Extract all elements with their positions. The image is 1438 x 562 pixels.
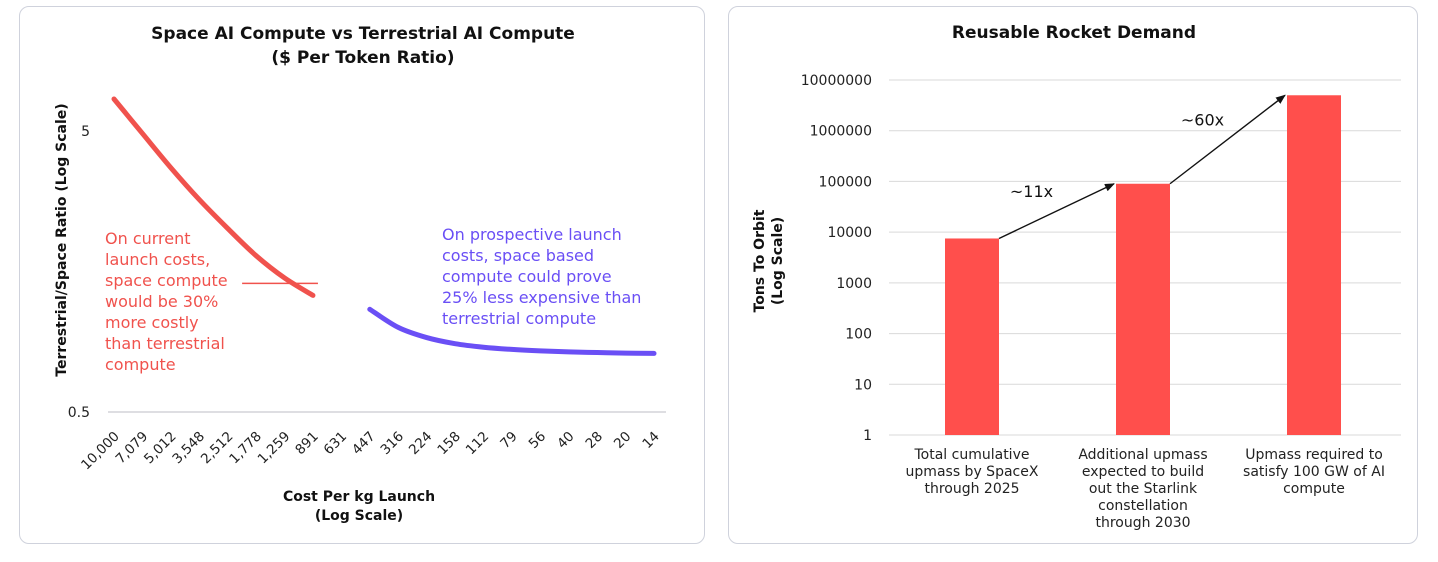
- left-chart-panel: Space AI Compute vs Terrestrial AI Compu…: [19, 6, 705, 544]
- y-tick-label: 5: [81, 124, 90, 140]
- multiplier-label: ~11x: [1010, 182, 1053, 201]
- y-tick-label: 100: [845, 327, 872, 343]
- annotation-prospective-costs: On prospective launch costs, space based c…: [442, 225, 641, 328]
- chart-title: Reusable Rocket Demand: [952, 23, 1196, 43]
- rocket-demand-chart: Reusable Rocket Demand 1 10 100 1000 10000 100…: [752, 23, 1401, 531]
- y-axis-title: Terrestrial/Space Ratio (Log Scale): [54, 103, 70, 376]
- x-tick-label: 112: [463, 429, 493, 459]
- y-axis-title: Tons To Orbit: [752, 209, 768, 312]
- x-tick-label: 447: [349, 429, 379, 459]
- y-tick-label: 10000000: [801, 73, 872, 89]
- x-category-label: Total cumulative upmass by SpaceX through …: [906, 447, 1039, 497]
- y-tick-label: 100000: [819, 174, 872, 190]
- x-axis-title: Cost Per kg Launch: [283, 489, 435, 505]
- chart-subtitle: ($ Per Token Ratio): [271, 48, 454, 68]
- chart-title: Space AI Compute vs Terrestrial AI Compu…: [151, 24, 575, 44]
- x-axis-subtitle: (Log Scale): [315, 508, 403, 524]
- prospective-cost-series-line: [367, 306, 657, 356]
- x-tick-label: 1,259: [255, 429, 294, 468]
- cost-ratio-chart: Space AI Compute vs Terrestrial AI Compu…: [54, 24, 666, 524]
- x-category-label: Upmass required to satisfy 100 GW of AI co…: [1243, 447, 1385, 497]
- growth-arrow: [1169, 94, 1286, 185]
- bar: [945, 238, 999, 435]
- bar: [1287, 95, 1341, 436]
- y-axis-subtitle: (Log Scale): [770, 217, 786, 305]
- x-category-label: Additional upmass expected to build out th…: [1078, 447, 1207, 531]
- x-tick-label: 891: [292, 429, 322, 459]
- x-tick-label: 14: [639, 429, 662, 452]
- current-cost-series-line: [111, 96, 316, 298]
- x-tick-label: 20: [611, 429, 634, 452]
- y-tick-label: 10: [854, 377, 872, 393]
- right-chart-panel: Reusable Rocket Demand 1 10 100 1000 10000 100…: [728, 6, 1418, 544]
- y-tick-label: 10000: [827, 225, 872, 241]
- x-tick-label: 79: [497, 429, 520, 452]
- y-tick-label: 1000000: [810, 124, 872, 140]
- x-tick-label: 224: [406, 429, 436, 459]
- annotation-current-costs: On current launch costs, space compute woul…: [105, 229, 228, 374]
- y-tick-label: 0.5: [68, 405, 90, 421]
- y-tick-label: 1: [863, 428, 872, 444]
- x-tick-label: 28: [583, 429, 606, 452]
- x-tick-label: 10,000: [78, 429, 123, 474]
- x-tick-label: 56: [526, 429, 549, 452]
- x-tick-label: 631: [321, 429, 351, 459]
- growth-arrow: [998, 183, 1115, 240]
- multiplier-label: ~60x: [1181, 111, 1224, 130]
- bar: [1116, 183, 1170, 435]
- y-tick-label: 1000: [836, 276, 872, 292]
- x-tick-label: 40: [554, 429, 577, 452]
- x-tick-label: 158: [434, 429, 464, 459]
- x-tick-label: 316: [377, 429, 407, 459]
